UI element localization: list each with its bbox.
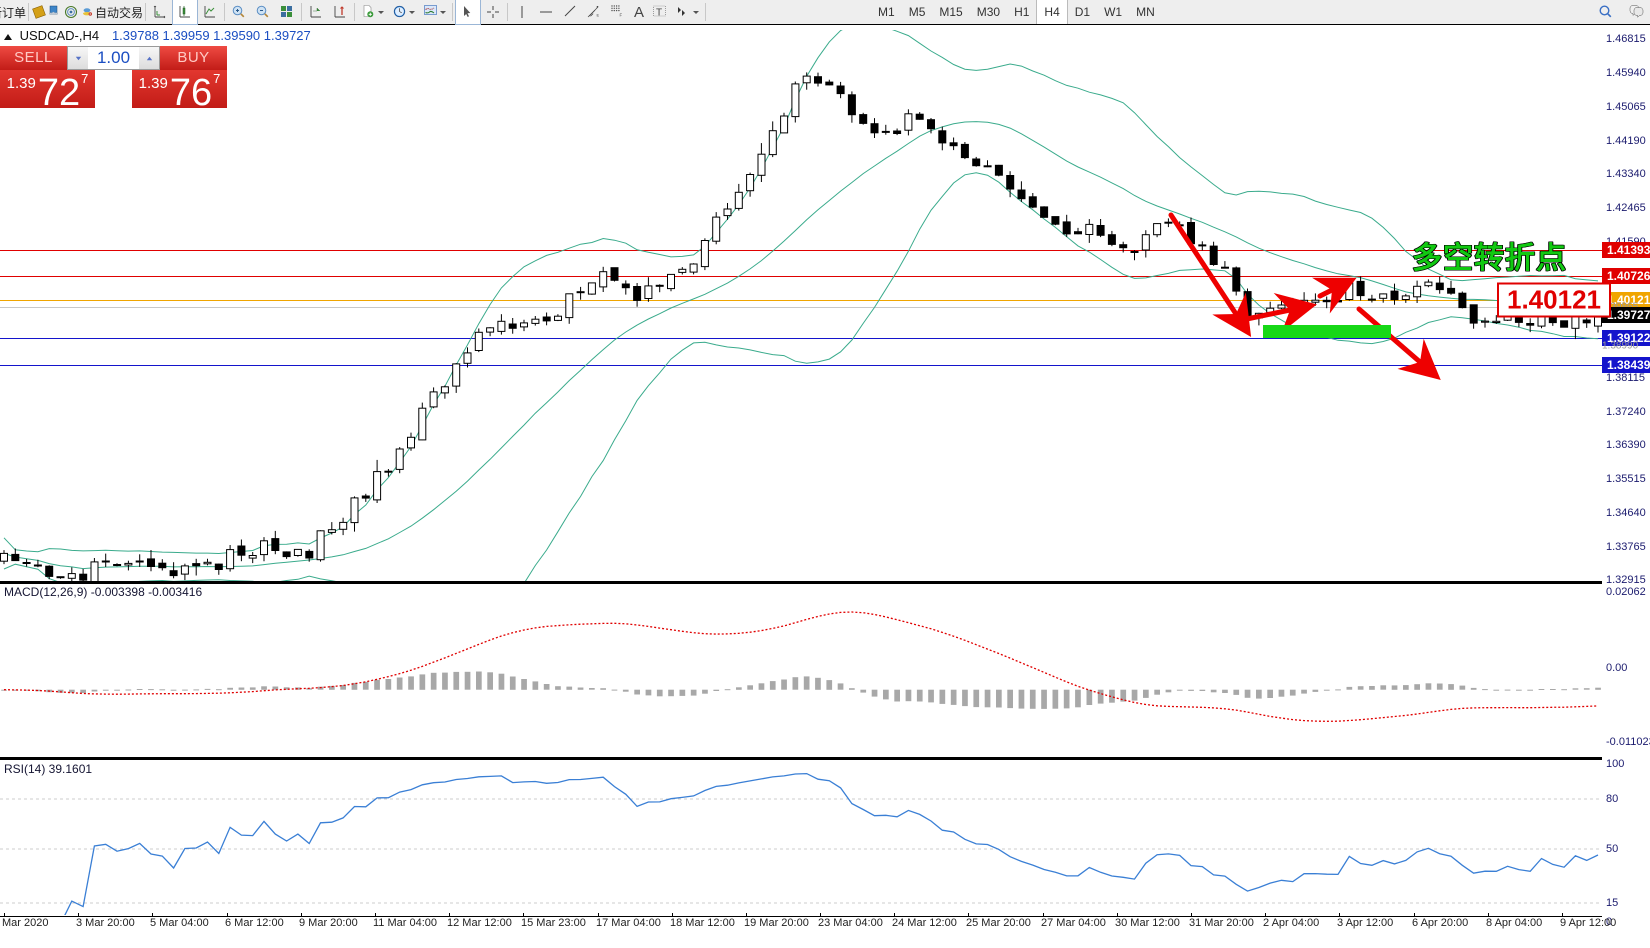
svg-text:E: E — [597, 13, 600, 18]
svg-text:F: F — [620, 13, 623, 18]
svg-text:T: T — [656, 8, 662, 19]
